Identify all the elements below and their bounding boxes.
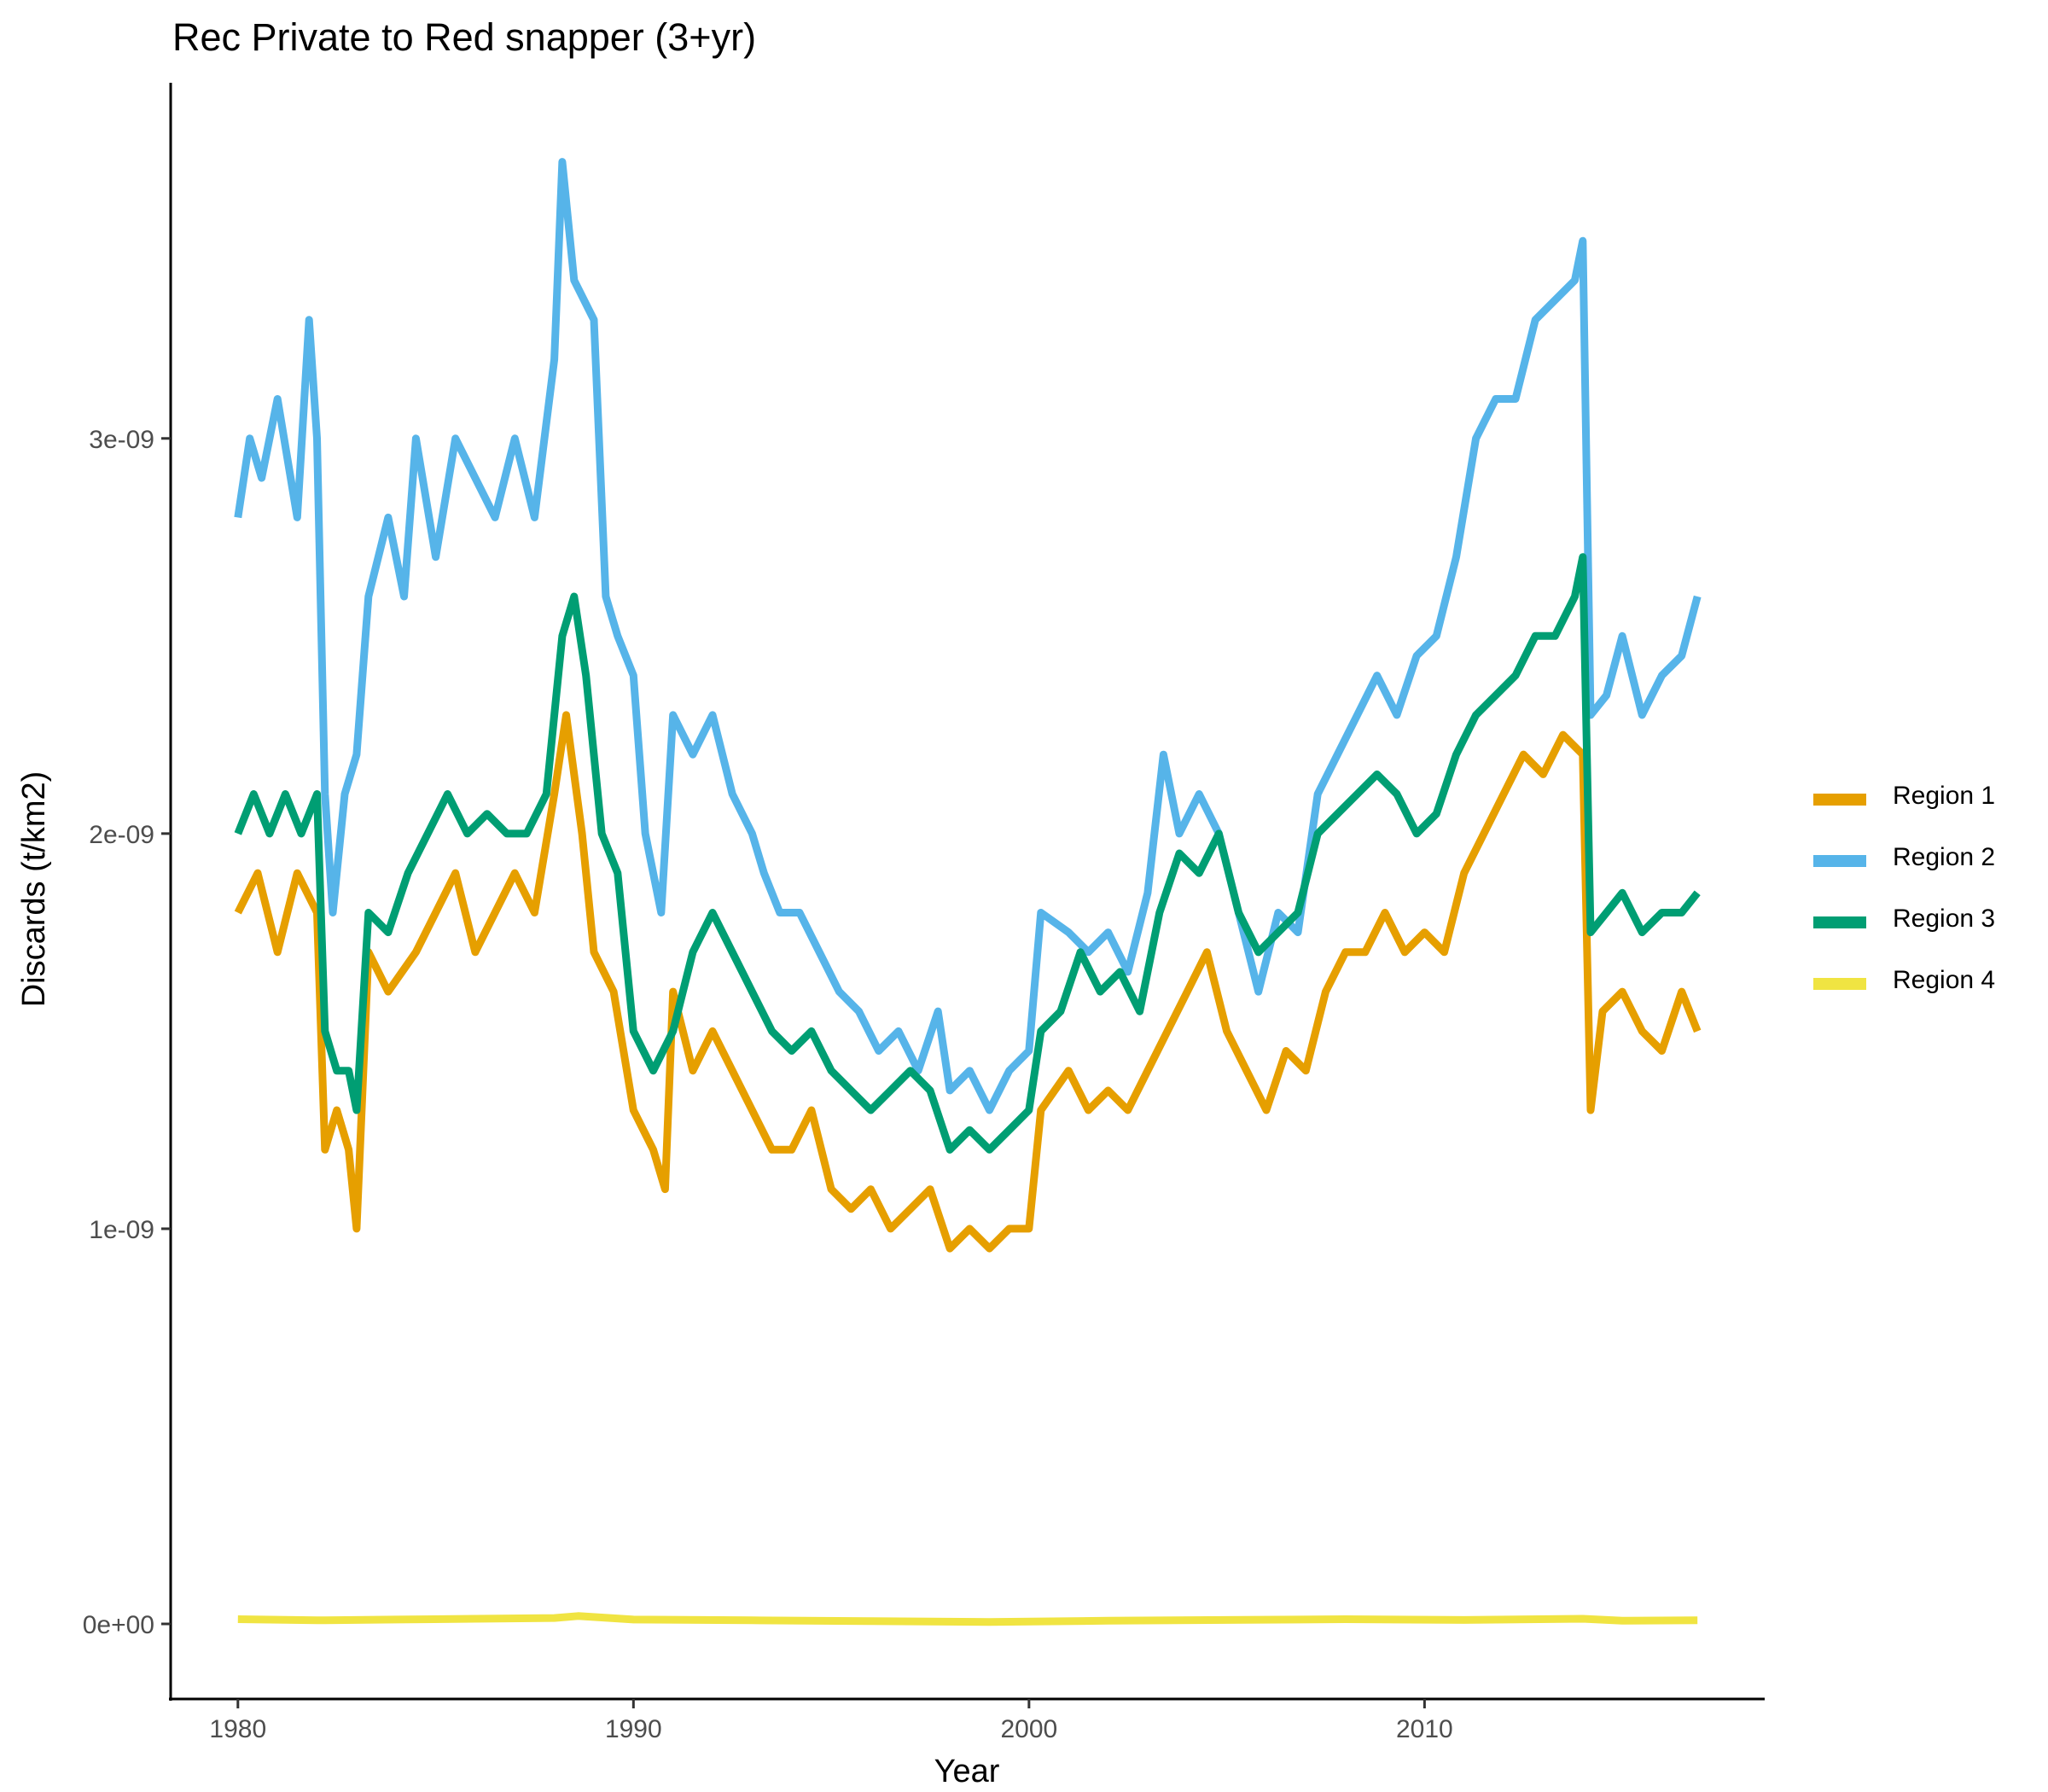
x-ticks: 1980 1990 2000 2010	[209, 1699, 1453, 1743]
series-layer	[234, 158, 1702, 1626]
series-line-region-2	[234, 158, 1702, 1114]
legend-key	[1813, 794, 1866, 806]
legend-key	[1813, 855, 1866, 867]
series-line-region-4	[237, 1612, 1698, 1626]
y-tick-label: 3e-09	[89, 426, 154, 454]
x-tick-label: 2010	[1396, 1715, 1453, 1743]
x-tick-label: 2000	[1000, 1715, 1057, 1743]
y-axis-title: Discards (t/km2)	[16, 771, 52, 1008]
y-tick-label: 1e-09	[89, 1216, 154, 1244]
legend-key	[1813, 916, 1866, 928]
legend-label: Region 1	[1893, 782, 1996, 810]
series-line-region-1	[234, 711, 1702, 1253]
series-line-region-3	[234, 553, 1701, 1154]
y-tick-label: 2e-09	[89, 821, 154, 849]
x-tick-label: 1980	[209, 1715, 266, 1743]
x-axis-title: Year	[934, 1754, 1000, 1789]
y-ticks: 0e+00 1e-09 2e-09 3e-09	[83, 426, 171, 1639]
x-tick-label: 1990	[605, 1715, 662, 1743]
chart-title: Rec Private to Red snapper (3+yr)	[172, 15, 757, 59]
legend-label: Region 2	[1893, 843, 1996, 871]
legend-label: Region 3	[1893, 905, 1996, 933]
legend-key	[1813, 978, 1866, 990]
y-tick-label: 0e+00	[83, 1611, 154, 1639]
legend-label: Region 4	[1893, 966, 1996, 994]
